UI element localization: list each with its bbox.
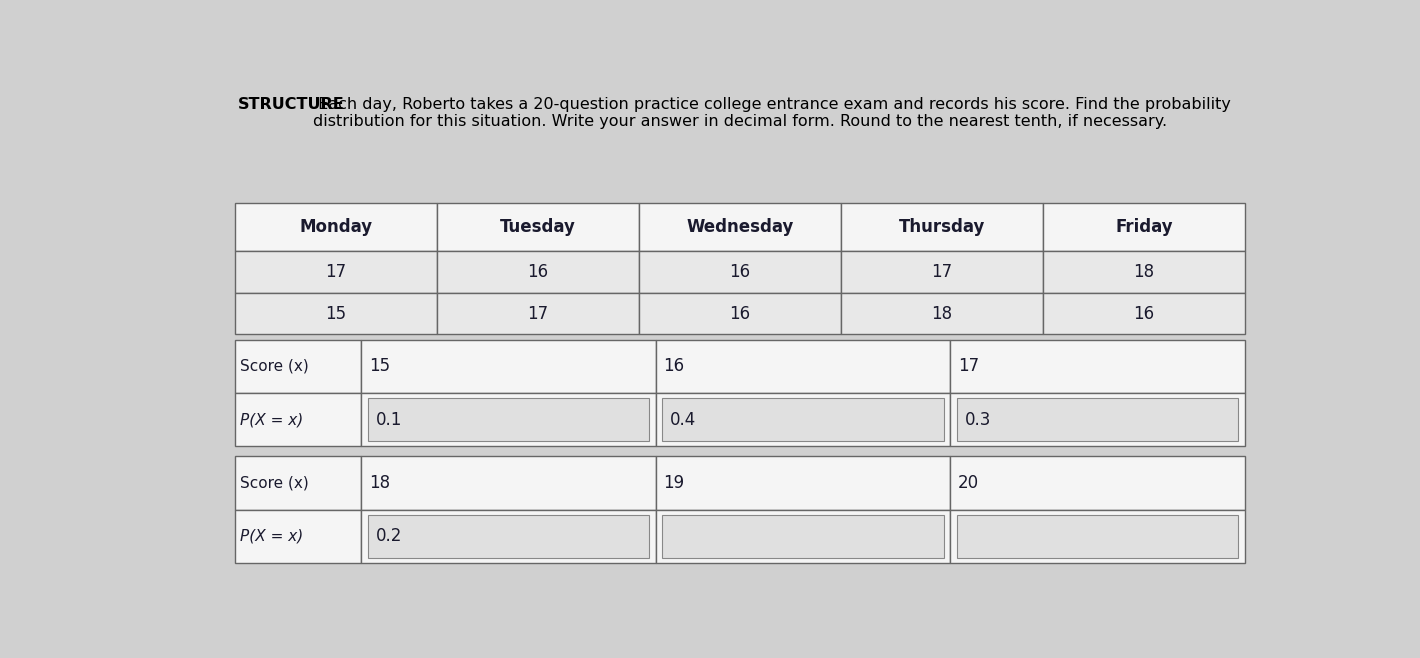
Text: 15: 15 (369, 357, 390, 376)
Bar (368, 398, 649, 442)
Text: 18: 18 (932, 305, 953, 322)
Bar (234, 509, 361, 563)
Bar (841, 203, 1042, 251)
Bar (361, 509, 656, 563)
Bar (368, 515, 649, 558)
Text: 0.1: 0.1 (375, 411, 402, 429)
Bar (950, 393, 1245, 446)
Bar (656, 509, 950, 563)
Text: 17: 17 (527, 305, 548, 322)
Bar (656, 340, 950, 393)
Bar (656, 457, 950, 509)
Text: Monday: Monday (300, 218, 372, 236)
Bar (361, 340, 656, 393)
Bar (437, 251, 639, 293)
Bar (234, 340, 361, 393)
Text: 16: 16 (730, 263, 750, 281)
Text: P(X = x): P(X = x) (240, 529, 304, 544)
Text: 16: 16 (663, 357, 684, 376)
Text: Thursday: Thursday (899, 218, 985, 236)
Bar (950, 509, 1245, 563)
Bar (639, 251, 841, 293)
Bar (437, 293, 639, 334)
Bar (1042, 251, 1245, 293)
Text: 16: 16 (730, 305, 750, 322)
Text: 0.4: 0.4 (670, 411, 696, 429)
Text: 17: 17 (325, 263, 346, 281)
Text: 17: 17 (959, 357, 980, 376)
Text: 20: 20 (959, 474, 980, 492)
Text: 17: 17 (932, 263, 953, 281)
Text: 19: 19 (663, 474, 684, 492)
Bar (234, 393, 361, 446)
Text: Tuesday: Tuesday (500, 218, 575, 236)
Bar (656, 393, 950, 446)
Text: STRUCTURE: STRUCTURE (239, 97, 345, 112)
Bar (639, 293, 841, 334)
Bar (1042, 293, 1245, 334)
Text: 18: 18 (369, 474, 390, 492)
Bar (950, 457, 1245, 509)
Bar (234, 251, 437, 293)
Bar (234, 457, 361, 509)
Bar (841, 251, 1042, 293)
Bar (841, 293, 1042, 334)
Bar (234, 203, 437, 251)
Bar (234, 293, 437, 334)
Bar (663, 515, 944, 558)
Bar (950, 340, 1245, 393)
Text: Friday: Friday (1115, 218, 1173, 236)
Text: 15: 15 (325, 305, 346, 322)
Bar (639, 203, 841, 251)
Bar (1042, 203, 1245, 251)
Bar (361, 393, 656, 446)
Text: Score (x): Score (x) (240, 359, 310, 374)
Text: P(X = x): P(X = x) (240, 412, 304, 427)
Text: Wednesday: Wednesday (686, 218, 794, 236)
Text: 0.2: 0.2 (375, 527, 402, 545)
Text: 16: 16 (527, 263, 548, 281)
Text: Score (x): Score (x) (240, 476, 310, 490)
Bar (957, 398, 1238, 442)
Text: 0.3: 0.3 (964, 411, 991, 429)
Bar (361, 457, 656, 509)
Text: 16: 16 (1133, 305, 1154, 322)
Text: 18: 18 (1133, 263, 1154, 281)
Text: Each day, Roberto takes a 20-question practice college entrance exam and records: Each day, Roberto takes a 20-question pr… (312, 97, 1231, 129)
Bar (663, 398, 944, 442)
Bar (957, 515, 1238, 558)
Bar (437, 203, 639, 251)
